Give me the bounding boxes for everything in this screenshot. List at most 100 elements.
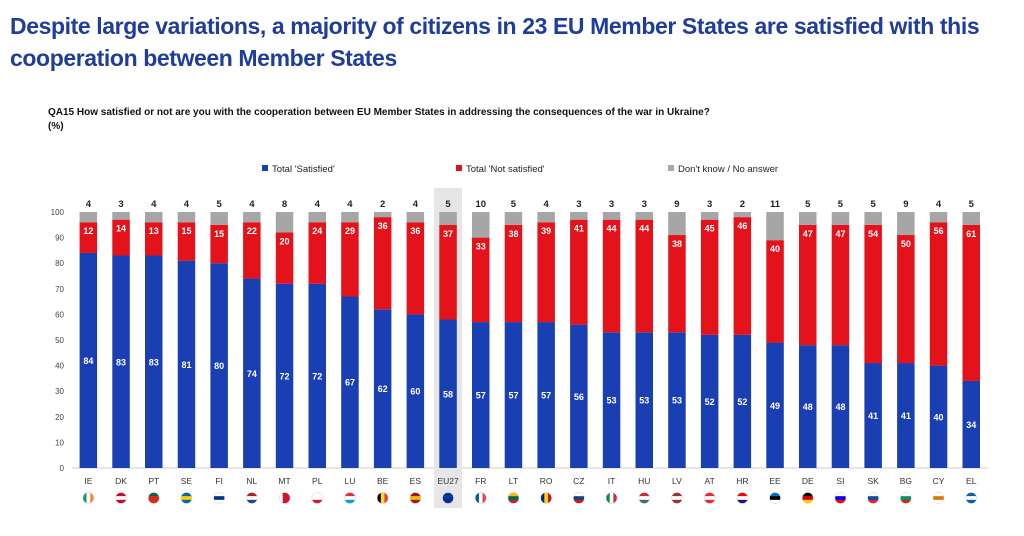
- bar-segment: [145, 255, 163, 468]
- bar-segment: [897, 363, 915, 468]
- data-label: 47: [835, 229, 845, 239]
- data-label: 38: [672, 239, 682, 249]
- headline: Despite large variations, a majority of …: [10, 13, 980, 71]
- bar-segment: [962, 212, 980, 225]
- bar-segment: [929, 212, 948, 223]
- data-label: 40: [934, 412, 944, 422]
- data-label: 29: [345, 226, 355, 236]
- y-tick-label: 10: [55, 438, 64, 447]
- flag-icon: [573, 492, 585, 504]
- bar-segment: [341, 222, 359, 297]
- x-tick-label: LV: [672, 476, 682, 486]
- bar-segment: [799, 224, 817, 346]
- bar-segment: [570, 324, 588, 468]
- legend-label: Don't know / No answer: [678, 164, 778, 175]
- stacked-bar-chart: Total 'Satisfied' Total 'Not satisfied' Do…: [51, 164, 988, 508]
- x-tick-label: EE: [769, 476, 781, 486]
- flag-icon: [344, 492, 356, 504]
- data-label: 47: [803, 229, 813, 239]
- y-tick-label: 40: [55, 362, 64, 371]
- flag-icon: [409, 492, 421, 504]
- x-tick-label: PL: [312, 476, 323, 486]
- data-label: 52: [705, 397, 715, 407]
- bar-segment: [504, 224, 523, 323]
- bar-segment: [668, 332, 686, 468]
- bar-segment: [439, 224, 457, 320]
- data-label: 56: [574, 392, 584, 402]
- x-tick-label: EL: [966, 476, 977, 486]
- flag-icon: [442, 492, 454, 504]
- data-label: 36: [378, 221, 388, 231]
- x-tick-label: DK: [115, 476, 127, 486]
- flag-icon: [900, 492, 912, 504]
- bar-segment: [275, 232, 294, 284]
- bar-segment: [243, 278, 261, 468]
- bar-segment: [700, 219, 719, 335]
- bar-segment: [406, 314, 425, 468]
- y-tick-label: 70: [55, 285, 64, 294]
- x-tick-label: FR: [475, 476, 486, 486]
- data-label: 39: [541, 226, 551, 236]
- x-tick-label: IT: [608, 476, 616, 486]
- data-label: 72: [280, 371, 290, 381]
- data-label: 10: [475, 199, 486, 210]
- data-label: 83: [149, 357, 159, 367]
- data-label: 3: [707, 199, 712, 210]
- flag-icon: [540, 492, 552, 504]
- bar-segment: [537, 322, 555, 468]
- bar-segment: [308, 222, 326, 284]
- data-label: 4: [184, 199, 190, 210]
- data-label: 37: [443, 229, 453, 239]
- bar-segment: [766, 212, 784, 241]
- data-label: 9: [674, 199, 679, 210]
- data-label: 12: [83, 226, 93, 236]
- x-tick-label: LU: [345, 476, 356, 486]
- bar-segment: [79, 252, 98, 468]
- data-label: 80: [214, 361, 224, 371]
- data-label: 5: [969, 199, 975, 210]
- data-label: 33: [476, 242, 486, 252]
- flag-icon: [834, 492, 846, 504]
- data-label: 38: [508, 229, 518, 239]
- y-tick-label: 60: [55, 310, 64, 319]
- legend: Total 'Satisfied' Total 'Not satisfied' Do…: [262, 164, 778, 175]
- bar-segment: [897, 212, 915, 236]
- bar-segment: [733, 212, 752, 218]
- data-label: 15: [214, 229, 224, 239]
- data-label: 41: [901, 411, 911, 421]
- data-label: 72: [312, 371, 322, 381]
- bar-segment: [570, 219, 588, 325]
- data-label: 5: [445, 199, 451, 210]
- data-label: 24: [312, 226, 322, 236]
- x-tick-label: SK: [867, 476, 879, 486]
- bar-segment: [929, 222, 948, 366]
- data-label: 84: [83, 356, 93, 366]
- data-label: 41: [574, 224, 584, 234]
- flag-icon: [933, 492, 945, 504]
- bar-segment: [831, 212, 850, 225]
- bar-segment: [112, 212, 130, 220]
- data-label: 4: [936, 199, 942, 210]
- flag-icon: [965, 492, 977, 504]
- bar-segment: [373, 217, 392, 310]
- question-text: QA15 How satisfied or not are you with t…: [48, 107, 710, 118]
- bars: 84124IE83143DK83134PT81154SE80155FI74224…: [79, 188, 980, 508]
- x-tick-label: BG: [900, 476, 912, 486]
- bar-segment: [79, 212, 98, 223]
- flag-icon: [82, 492, 94, 504]
- flag-icon: [246, 492, 258, 504]
- country-flags: [82, 492, 977, 504]
- bar-segment: [570, 212, 588, 220]
- flag-icon: [867, 492, 879, 504]
- data-label: 3: [609, 199, 614, 210]
- bar-segment: [406, 212, 425, 223]
- bar-segment: [145, 212, 163, 223]
- bar-segment: [406, 222, 425, 315]
- x-tick-label: IE: [84, 476, 92, 486]
- x-tick-label: HU: [638, 476, 650, 486]
- y-tick-label: 100: [51, 208, 65, 217]
- data-label: 49: [770, 401, 780, 411]
- legend-swatch: [262, 165, 268, 171]
- data-label: 4: [315, 199, 321, 210]
- bar-segment: [799, 212, 817, 225]
